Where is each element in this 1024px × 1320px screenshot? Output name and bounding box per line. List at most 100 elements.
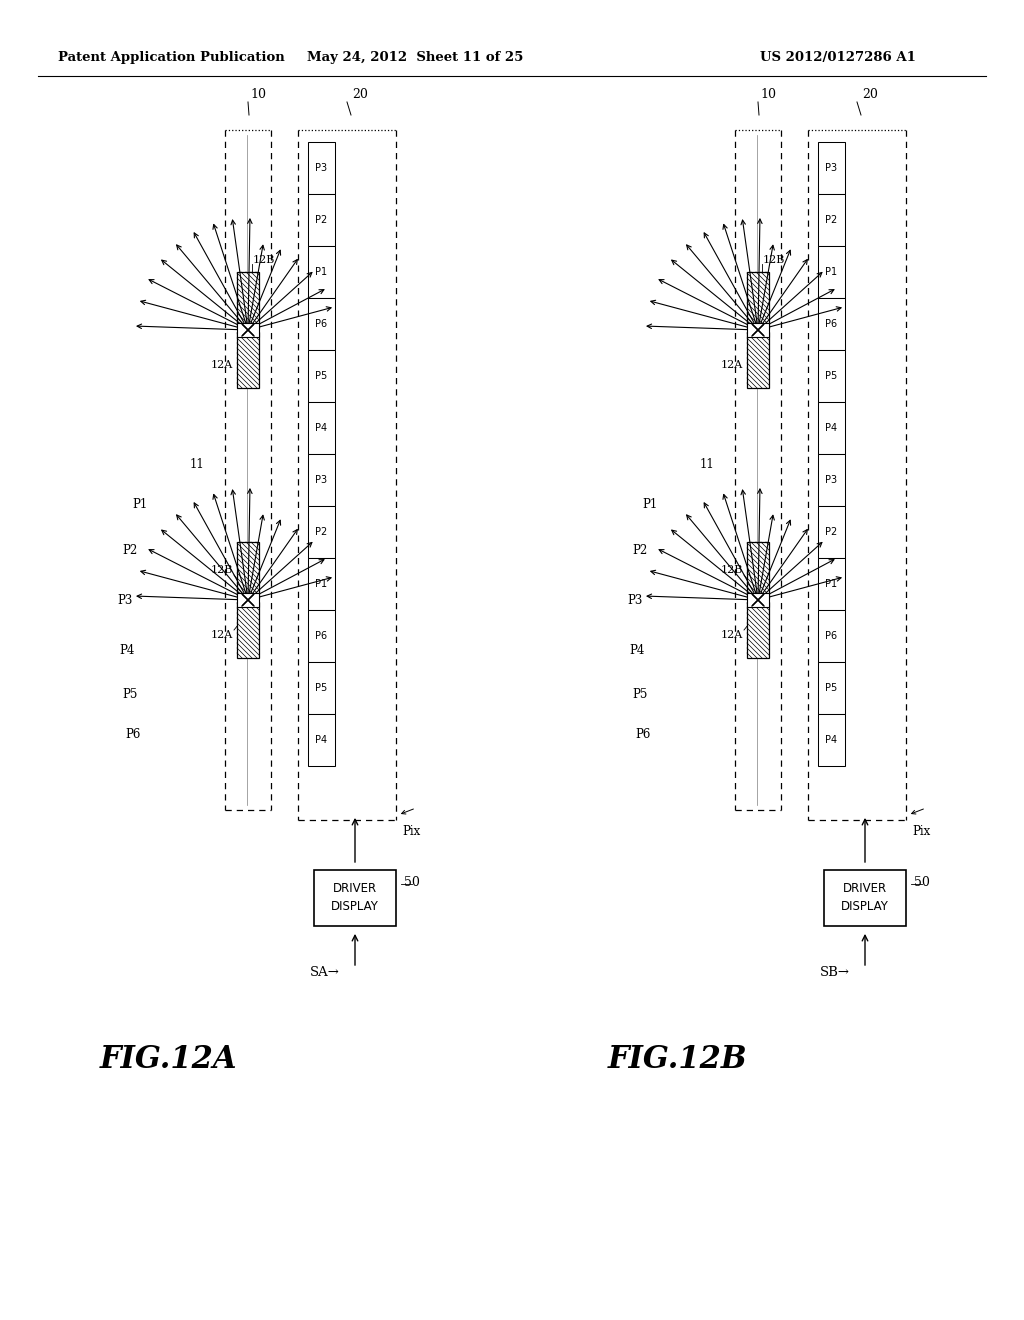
Bar [237,323,259,337]
Text: DRIVER: DRIVER [843,883,887,895]
Text: P6: P6 [636,729,651,742]
Text: P5: P5 [315,682,328,693]
Bar [746,272,769,327]
Text: P4: P4 [825,422,838,433]
Text: P4: P4 [120,644,135,656]
Text: P3: P3 [628,594,643,606]
Text: P2: P2 [825,215,838,224]
Bar [308,246,335,298]
Bar [824,870,906,927]
Text: P2: P2 [123,544,138,557]
Bar [237,272,259,327]
Text: SA→: SA→ [310,966,340,979]
Text: SB→: SB→ [820,966,850,979]
Text: P3: P3 [825,475,838,484]
Text: 12A: 12A [211,360,233,370]
Text: 12B: 12B [763,255,785,265]
Bar [818,350,845,403]
Bar [308,403,335,454]
Text: Pix: Pix [402,825,420,838]
Text: DISPLAY: DISPLAY [841,900,889,913]
Bar [818,506,845,558]
Text: 12B: 12B [211,565,233,576]
Bar [314,870,396,927]
Text: P5: P5 [825,371,838,381]
Text: P2: P2 [315,215,328,224]
Text: P3: P3 [315,475,328,484]
Bar [308,454,335,506]
Text: Pix: Pix [912,825,930,838]
Text: P2: P2 [633,544,648,557]
Bar [308,610,335,663]
Bar [308,194,335,246]
Text: FIG.12A: FIG.12A [99,1044,237,1076]
Text: P5: P5 [315,371,328,381]
Text: P6: P6 [825,631,838,642]
Bar [818,610,845,663]
Text: 10: 10 [250,88,266,102]
Text: 11: 11 [699,458,714,471]
Bar [308,298,335,350]
Text: P4: P4 [315,422,328,433]
Text: DISPLAY: DISPLAY [331,900,379,913]
Bar [237,593,259,607]
Bar [308,714,335,766]
Bar [237,602,259,657]
Text: P5: P5 [633,689,648,701]
Bar [237,333,259,388]
Text: FIG.12B: FIG.12B [608,1044,748,1076]
Bar [746,602,769,657]
Text: 11: 11 [189,458,204,471]
Bar [818,454,845,506]
Bar [818,143,845,194]
Text: 50: 50 [404,875,420,888]
Bar [818,714,845,766]
Text: P1: P1 [643,499,658,511]
Text: P2: P2 [825,527,838,537]
Bar [308,663,335,714]
Text: P5: P5 [123,689,138,701]
Text: P2: P2 [315,527,328,537]
Text: P6: P6 [315,319,328,329]
Bar [308,350,335,403]
Text: P6: P6 [315,631,328,642]
Bar [818,194,845,246]
Text: Patent Application Publication: Patent Application Publication [58,50,285,63]
Text: P1: P1 [825,579,838,589]
Bar [237,543,259,598]
Bar [308,143,335,194]
Text: US 2012/0127286 A1: US 2012/0127286 A1 [760,50,915,63]
Bar [818,663,845,714]
Text: 10: 10 [760,88,776,102]
Bar [818,558,845,610]
Bar [746,543,769,598]
Text: P4: P4 [630,644,645,656]
Text: P1: P1 [315,579,328,589]
Text: 50: 50 [914,875,930,888]
Bar [818,246,845,298]
Bar [818,403,845,454]
Text: P1: P1 [315,267,328,277]
Text: P3: P3 [118,594,133,606]
Bar [818,298,845,350]
Text: P1: P1 [825,267,838,277]
Text: P6: P6 [126,729,141,742]
Text: P4: P4 [315,735,328,744]
Bar [746,333,769,388]
Text: P4: P4 [825,735,838,744]
Text: 12A: 12A [721,360,743,370]
Text: 20: 20 [352,88,368,102]
Bar [308,506,335,558]
Bar [308,558,335,610]
Text: P5: P5 [825,682,838,693]
Text: 12B: 12B [253,255,275,265]
Text: P3: P3 [315,162,328,173]
Text: 12A: 12A [211,630,233,640]
Text: P6: P6 [825,319,838,329]
Text: 12B: 12B [721,565,743,576]
Text: P1: P1 [133,499,148,511]
Bar [746,323,769,337]
Text: 20: 20 [862,88,878,102]
Text: DRIVER: DRIVER [333,883,377,895]
Text: P3: P3 [825,162,838,173]
